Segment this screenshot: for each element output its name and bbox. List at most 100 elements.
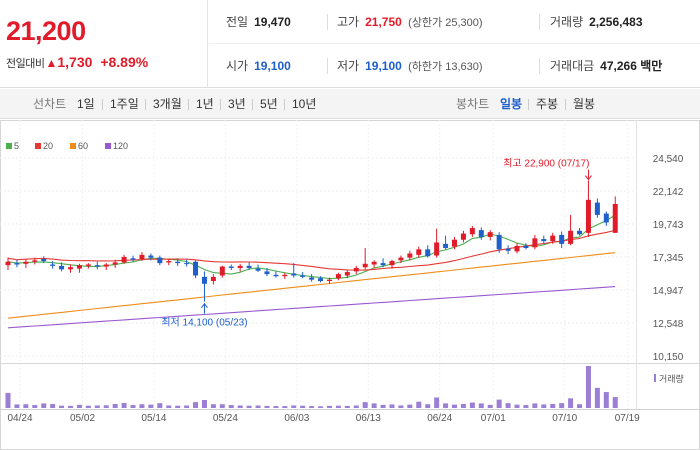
low-label: 저가 xyxy=(337,59,360,73)
candle-body xyxy=(460,233,466,240)
volume-bar xyxy=(255,405,261,408)
candle-body xyxy=(371,261,377,265)
volume-bar xyxy=(14,404,20,408)
volume-bar xyxy=(50,404,56,408)
candle-body xyxy=(68,267,74,270)
volume-bar xyxy=(210,404,216,408)
period-button-3m[interactable]: 3개월 xyxy=(153,97,182,111)
candle-body xyxy=(380,263,386,266)
volume-bar xyxy=(469,402,475,408)
divider xyxy=(528,99,529,110)
price-chart-svg[interactable]: 24,540 22,142 19,743 17,345 14,947 12,548 10,1… xyxy=(0,120,700,450)
candle-button-weekly[interactable]: 주봉 xyxy=(536,97,559,111)
period-button-3y[interactable]: 3년 xyxy=(228,97,246,111)
divider xyxy=(102,99,103,110)
change-label: 전일대비 xyxy=(6,58,45,70)
candle-body xyxy=(594,202,600,215)
legend-label: 60 xyxy=(78,141,88,151)
candle-body xyxy=(443,243,449,248)
volume-bar xyxy=(460,404,466,408)
upper-limit-label: 상한가 xyxy=(411,17,443,29)
volume-bar xyxy=(68,405,74,408)
price-chart[interactable]: 24,540 22,142 19,743 17,345 14,947 12,548 10,1… xyxy=(0,120,700,450)
divider xyxy=(539,14,540,30)
amount-label: 거래대금 xyxy=(550,59,595,73)
volume-bar xyxy=(603,392,609,408)
candle-body xyxy=(121,256,127,263)
volume-bar xyxy=(344,405,350,408)
quote-header: 21,200 전일대비▲1,730 +8.89% 전일 19,470 고가 21,7… xyxy=(0,0,700,88)
volume-bar xyxy=(201,400,207,408)
period-button-1w[interactable]: 1주일 xyxy=(110,97,139,111)
candle-body xyxy=(318,278,324,282)
volume-bar xyxy=(594,387,600,408)
candle-body xyxy=(175,261,181,264)
candle-body xyxy=(568,230,574,244)
volume-bar xyxy=(407,404,413,408)
volume-bar xyxy=(452,404,457,408)
candle-body xyxy=(237,265,243,268)
candle-body xyxy=(469,228,475,235)
low-arrow-head xyxy=(201,302,208,308)
volume-bar xyxy=(514,404,520,408)
candle-body xyxy=(362,263,368,268)
volume-legend-swatch xyxy=(654,374,656,382)
price-tick-label: 22,142 xyxy=(653,187,684,198)
candle-body xyxy=(550,235,556,242)
candle-body xyxy=(496,234,502,250)
volume-bar xyxy=(371,403,377,408)
x-tick-label: 07/01 xyxy=(481,413,506,424)
x-tick-label: 06/24 xyxy=(427,413,452,424)
candle-body xyxy=(282,274,288,277)
volume-bar xyxy=(478,403,484,408)
candle-body xyxy=(219,266,225,276)
volume-bar xyxy=(94,405,100,408)
volume-bar xyxy=(362,402,368,408)
candle-body xyxy=(228,266,234,268)
candle-body xyxy=(94,265,100,267)
volume-value: 2,256,483 xyxy=(589,15,643,29)
lower-limit-value: 13,630 xyxy=(445,61,479,73)
period-button-10y[interactable]: 10년 xyxy=(292,97,317,111)
price-tick-label: 14,947 xyxy=(653,286,684,297)
volume-bar xyxy=(76,404,82,408)
change-amount: 1,730 xyxy=(57,54,93,70)
upper-limit-value: 25,300 xyxy=(445,17,479,29)
candle-body xyxy=(389,261,395,266)
volume-bar xyxy=(568,398,574,408)
period-button-1d[interactable]: 1일 xyxy=(77,97,95,111)
volume-bar xyxy=(166,405,172,408)
candle-body xyxy=(523,245,529,248)
volume-bar xyxy=(300,405,306,408)
volume-bar xyxy=(416,401,422,408)
candle-chart-label: 봉차트 xyxy=(456,97,490,111)
legend-label: 20 xyxy=(43,141,53,151)
volume-cell: 거래량 2,256,483 xyxy=(550,0,643,44)
high-value: 21,750 xyxy=(365,15,402,29)
period-button-1y[interactable]: 1년 xyxy=(196,97,214,111)
candle-body xyxy=(335,274,341,279)
candle-body xyxy=(585,199,591,233)
candle-body xyxy=(487,232,493,237)
x-tick-label: 06/13 xyxy=(356,413,381,424)
x-tick-label: 06/03 xyxy=(284,413,309,424)
candle-body xyxy=(398,257,404,261)
chart-frame xyxy=(0,120,700,450)
candle-button-monthly[interactable]: 월봉 xyxy=(573,97,596,111)
divider xyxy=(327,58,328,74)
candle-body xyxy=(416,249,422,255)
price-tick-label: 17,345 xyxy=(653,253,684,264)
candle-body xyxy=(603,213,609,223)
candle-button-daily[interactable]: 일봉 xyxy=(500,97,523,111)
candle-body xyxy=(157,257,163,264)
candle-body xyxy=(103,264,109,267)
candle-body xyxy=(353,267,359,272)
x-tick-label: 07/19 xyxy=(615,413,640,424)
candle-body xyxy=(434,242,440,256)
volume-bar xyxy=(291,405,297,408)
period-button-5y[interactable]: 5년 xyxy=(260,97,278,111)
volume-bar xyxy=(85,405,91,408)
candle-body xyxy=(50,264,56,266)
volume-bar xyxy=(23,404,29,408)
